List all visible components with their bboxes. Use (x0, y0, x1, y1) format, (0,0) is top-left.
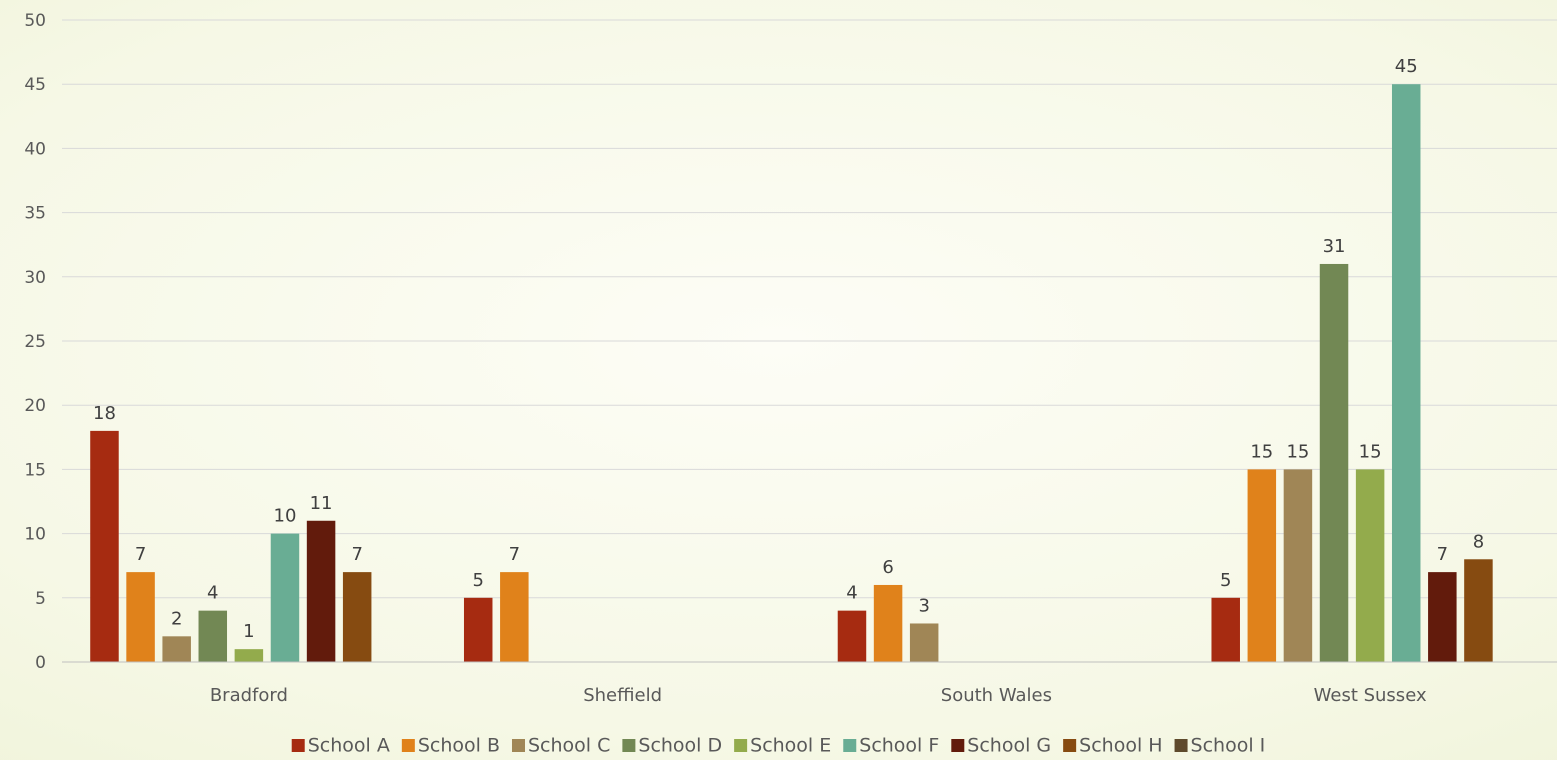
data-label: 5 (1220, 570, 1231, 591)
bar (162, 636, 191, 662)
bar (1428, 572, 1457, 662)
bar (909, 623, 939, 662)
legend-swatch (291, 739, 305, 752)
data-label: 7 (1437, 544, 1448, 565)
bar (1355, 469, 1385, 662)
data-label: 5 (472, 570, 483, 591)
data-labels: 18 7 2 4 1 10 11 7 5 7 4 6 3 5 15 15 31 15 45 7 8 (93, 56, 1484, 642)
data-label: 8 (1473, 531, 1484, 552)
bar (306, 520, 336, 662)
data-label: 4 (846, 583, 857, 604)
y-tick-label: 20 (24, 396, 46, 416)
bar (1319, 263, 1349, 662)
bar (1464, 559, 1493, 662)
data-label: 15 (1286, 441, 1309, 462)
legend-item: School F (843, 735, 939, 757)
legend-label: School G (967, 735, 1051, 757)
legend-swatch (401, 739, 415, 752)
legend-swatch (1174, 739, 1188, 752)
legend-item: School I (1174, 735, 1266, 757)
y-tick-label: 40 (24, 139, 46, 159)
legend-label: School B (418, 735, 500, 757)
data-label: 3 (918, 595, 929, 616)
data-label: 2 (171, 608, 182, 629)
data-label: 15 (1250, 441, 1273, 462)
bar (1247, 469, 1277, 662)
y-tick-label: 15 (24, 460, 46, 480)
x-category-label: South Wales (941, 685, 1052, 706)
bar (126, 572, 155, 662)
bar (270, 533, 300, 662)
legend-item: School E (734, 735, 831, 757)
y-tick-label: 0 (35, 653, 46, 673)
y-tick-label: 10 (24, 525, 46, 545)
y-tick-label: 35 (24, 204, 46, 224)
legend-item: School C (511, 735, 610, 757)
bar (1391, 84, 1421, 662)
legend-item: School G (951, 735, 1051, 757)
bar (1211, 597, 1240, 662)
legend-swatch (511, 739, 525, 752)
bar (873, 584, 903, 662)
y-tick-label: 50 (24, 11, 46, 31)
data-label: 31 (1323, 236, 1346, 257)
data-label: 15 (1359, 441, 1382, 462)
y-tick-label: 30 (24, 268, 46, 288)
bar (463, 597, 493, 662)
data-label: 7 (509, 544, 520, 565)
bar (837, 610, 867, 662)
legend-label: School H (1079, 735, 1162, 757)
legend-label: School A (308, 735, 390, 757)
y-tick-label: 25 (24, 332, 46, 352)
data-label: 45 (1395, 56, 1418, 77)
x-category-label: West Sussex (1314, 685, 1427, 706)
legend-item: School A (291, 735, 390, 757)
legend-label: School D (638, 735, 722, 757)
bars (90, 84, 1493, 662)
y-tick-label: 45 (24, 75, 46, 95)
legend-swatch (1063, 739, 1077, 752)
legend-label: School I (1191, 735, 1266, 757)
legend-item: School H (1063, 735, 1163, 757)
legend-swatch (951, 739, 965, 752)
data-label: 6 (882, 557, 893, 578)
legend-swatch (622, 739, 636, 752)
bar (500, 572, 529, 662)
y-axis-tick-labels: 0 5 10 15 20 25 30 35 40 45 50 (24, 11, 46, 673)
legend-item: School B (401, 735, 500, 757)
x-category-label: Bradford (210, 685, 288, 706)
bar (198, 610, 228, 662)
bar (234, 649, 264, 662)
bar (90, 430, 119, 662)
legend-item: School D (622, 735, 722, 757)
legend-label: School C (528, 735, 610, 757)
data-label: 7 (351, 544, 362, 565)
data-label: 18 (93, 403, 116, 424)
x-axis-category-labels: Bradford Sheffield South Wales West Sussex (210, 685, 1427, 706)
data-label: 11 (310, 493, 333, 514)
x-category-label: Sheffield (583, 685, 662, 706)
data-label: 10 (274, 506, 297, 527)
bar (1283, 469, 1313, 662)
legend: School A School B School C School D School E… (291, 735, 1266, 757)
legend-label: School F (859, 735, 939, 757)
data-label: 1 (243, 621, 254, 642)
data-label: 7 (135, 544, 146, 565)
bar (342, 572, 372, 662)
legend-label: School E (750, 735, 831, 757)
legend-swatch (843, 739, 857, 752)
y-tick-label: 5 (35, 589, 46, 609)
data-label: 4 (207, 583, 218, 604)
legend-swatch (734, 739, 748, 752)
